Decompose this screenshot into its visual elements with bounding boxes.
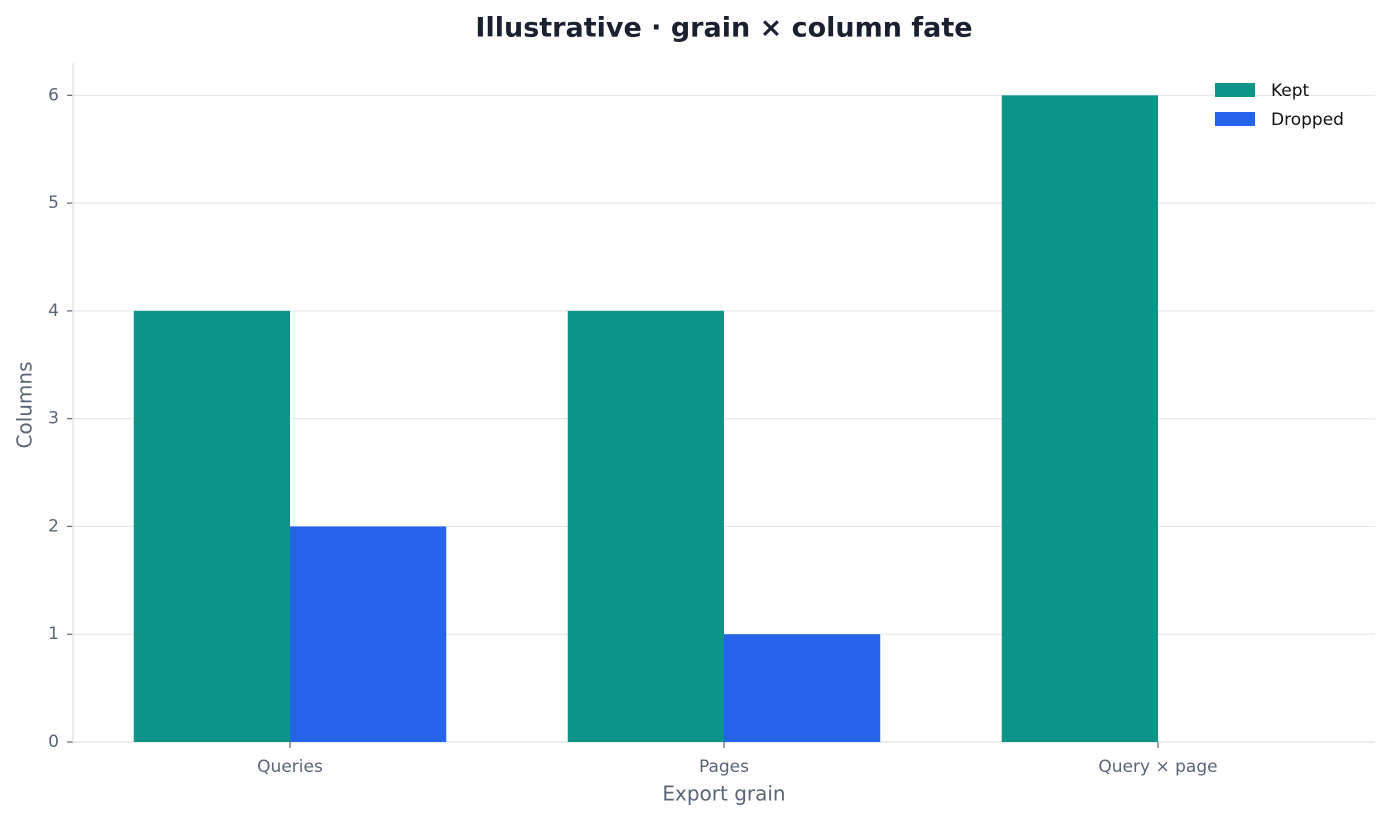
y-tick-label: 1 — [48, 624, 59, 644]
bar — [724, 634, 881, 742]
y-tick-label: 4 — [48, 301, 59, 321]
y-tick-label: 0 — [48, 732, 59, 752]
chart-title: Illustrative · grain × column fate — [475, 13, 972, 44]
y-tick-label: 5 — [48, 193, 59, 213]
bar — [290, 526, 447, 742]
legend-label: Dropped — [1271, 110, 1344, 130]
x-tick-label: Query × page — [1098, 757, 1217, 777]
legend-label: Kept — [1271, 81, 1310, 101]
bar — [133, 310, 290, 742]
y-axis-label: Columns — [13, 361, 37, 448]
y-tick-label: 2 — [48, 516, 59, 536]
y-tick-label: 3 — [48, 409, 59, 429]
legend-swatch — [1215, 83, 1255, 97]
x-tick-label: Pages — [699, 757, 749, 777]
y-tick-label: 6 — [48, 85, 59, 105]
x-tick-label: Queries — [257, 757, 323, 777]
x-axis-label: Export grain — [662, 782, 785, 806]
bar — [1001, 95, 1158, 743]
bar — [567, 310, 724, 742]
legend-swatch — [1215, 112, 1255, 126]
